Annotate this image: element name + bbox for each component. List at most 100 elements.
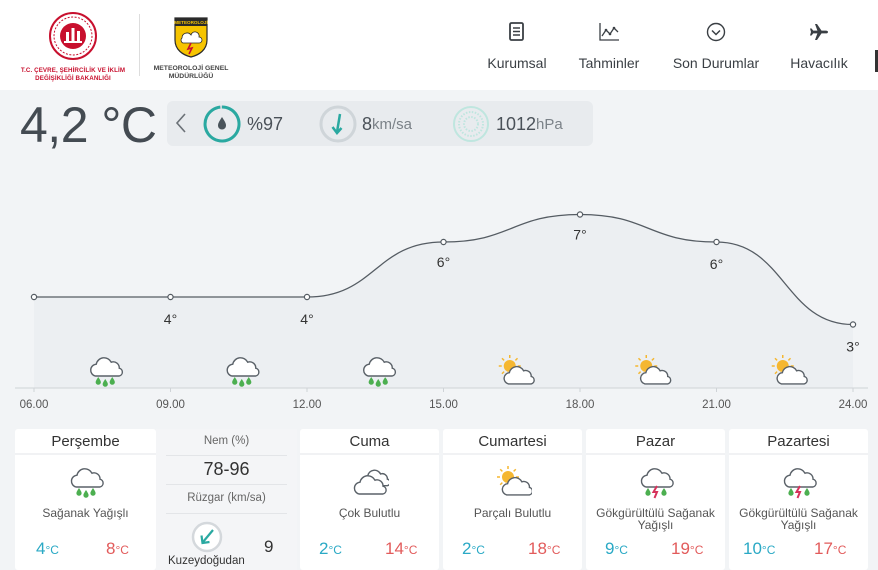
rain-cloud-icon xyxy=(226,357,260,387)
weather-description: Gökgürültülü Sağanak Yağışlı xyxy=(739,506,858,532)
partly-cloudy-icon xyxy=(496,466,532,496)
document-icon xyxy=(485,20,549,44)
logo-divider xyxy=(139,14,140,76)
nav-son-durumlar[interactable]: Son Durumlar xyxy=(669,20,763,72)
nav-havacilik[interactable]: Havacılık xyxy=(788,20,850,72)
humidity-indicator: %97 xyxy=(201,105,283,143)
min-temperature: 2°C xyxy=(462,539,485,558)
min-temperature: 9°C xyxy=(605,539,628,558)
divider xyxy=(166,513,287,514)
temperature-area xyxy=(34,214,853,388)
mgm-shield-icon: METEOROLOJİ xyxy=(174,17,208,58)
x-tick-label: 12.00 xyxy=(293,399,322,411)
temperature-point xyxy=(30,293,38,301)
pressure-value: 1012 xyxy=(496,113,537,134)
temperature-data-label: 4° xyxy=(164,311,177,327)
partly-cloudy-icon xyxy=(635,355,672,385)
chevron-left-icon[interactable] xyxy=(174,112,188,134)
wind-direction-icon xyxy=(319,105,357,143)
temperature-data-label: 6° xyxy=(710,256,723,272)
rain-cloud-icon xyxy=(363,357,396,387)
hourly-chart-svg: 06.00 09.00 4° 12.00 4° 15.00 6° 18.00 7° 21.00 6°… xyxy=(15,211,868,411)
chevron-circle-icon xyxy=(669,20,763,44)
mgm-logo-text: METEOROLOJİ GENEL MÜDÜRLÜĞÜ xyxy=(153,65,229,80)
x-tick-label: 09.00 xyxy=(156,399,185,411)
ministry-seal-icon xyxy=(49,12,97,60)
pressure-unit: hPa xyxy=(536,115,563,133)
nav-son-durumlar-label: Son Durumlar xyxy=(672,55,760,71)
forecast-day-card[interactable]: Cumartesi Parçalı Bulutlu 2°C 18°C xyxy=(443,429,582,570)
day-name: Pazartesi xyxy=(729,431,868,455)
mgm-shield-banner: METEOROLOJİ xyxy=(174,19,207,25)
temperature-data-label: 3° xyxy=(846,339,859,355)
partly-cloudy-icon xyxy=(498,355,535,385)
wind-speed: 9 xyxy=(264,537,274,556)
thunder-rain-icon xyxy=(783,468,817,499)
forecast-today-card[interactable]: Perşembe Sağanak Yağışlı 4°C 8°C xyxy=(15,429,156,570)
nav-overflow-edge xyxy=(875,50,878,72)
ministry-logo[interactable]: T.C. ÇEVRE, ŞEHİRCİLİK VE İKLİM DEĞİŞİKL… xyxy=(12,8,134,88)
weather-description: Çok Bulutlu xyxy=(338,506,401,520)
chart-line-icon xyxy=(575,20,643,44)
nav-havacilik-label: Havacılık xyxy=(790,55,848,71)
day-name: Perşembe xyxy=(15,431,156,455)
day-name: Cumartesi xyxy=(443,431,582,455)
nav-kurumsal[interactable]: Kurumsal xyxy=(485,20,549,72)
weather-description: Sağanak Yağışlı xyxy=(42,506,129,520)
partly-cloudy-icon xyxy=(771,355,808,385)
wind-value: 8 xyxy=(362,113,373,134)
mgm-logo[interactable]: METEOROLOJİ METEOROLOJİ GENEL MÜDÜRLÜĞÜ xyxy=(148,14,234,86)
today-details-panel: Nem (%) 78-96 Rüzgar (km/sa) Kuzeydoğuda… xyxy=(156,429,297,570)
rain-cloud-icon xyxy=(70,468,104,498)
forecast-day-card[interactable]: Cuma Çok Bulutlu 2°C 14°C xyxy=(300,429,439,570)
pressure-indicator: 1012 hPa xyxy=(450,105,563,143)
humidity-drop-icon xyxy=(203,105,241,143)
temperature-point xyxy=(303,293,311,301)
temperature-point xyxy=(576,211,584,218)
wind-direction: Kuzeydoğudan xyxy=(168,555,245,567)
max-temperature: 19°C xyxy=(671,539,704,558)
x-tick-label: 21.00 xyxy=(702,399,731,411)
humidity-range: 78-96 xyxy=(203,459,250,479)
day-name: Pazar xyxy=(586,431,725,455)
cloudy-icon xyxy=(353,469,389,495)
divider xyxy=(166,484,287,485)
current-temperature: 4,2 °C xyxy=(20,97,157,153)
weather-description: Gökgürültülü Sağanak Yağışlı xyxy=(596,506,715,532)
hourly-forecast-chart: 06.00 09.00 4° 12.00 4° 15.00 6° 18.00 7° 21.00 6°… xyxy=(0,150,878,420)
site-header: T.C. ÇEVRE, ŞEHİRCİLİK VE İKLİM DEĞİŞİKL… xyxy=(0,0,878,90)
max-temperature: 8°C xyxy=(106,539,129,558)
humidity-value: %97 xyxy=(247,113,284,134)
min-temperature: 10°C xyxy=(743,539,776,558)
x-tick-label: 18.00 xyxy=(566,399,595,411)
temperature-data-label: 7° xyxy=(573,227,586,243)
nav-tahminler[interactable]: Tahminler xyxy=(575,20,643,72)
max-temperature: 17°C xyxy=(814,539,847,558)
wind-label: Rüzgar (km/sa) xyxy=(187,492,266,504)
rain-cloud-icon xyxy=(90,357,123,387)
day-name: Cuma xyxy=(300,431,439,455)
temperature-point xyxy=(713,238,720,246)
ministry-logo-text: T.C. ÇEVRE, ŞEHİRCİLİK VE İKLİM DEĞİŞİKL… xyxy=(20,67,126,82)
temperature-point xyxy=(849,321,857,328)
temperature-point xyxy=(440,238,447,246)
thunder-rain-icon xyxy=(640,468,674,499)
nav-kurumsal-label: Kurumsal xyxy=(487,55,547,71)
humidity-label: Nem (%) xyxy=(203,435,250,447)
max-temperature: 14°C xyxy=(385,539,418,558)
x-tick-label: 24.00 xyxy=(839,399,868,411)
min-temperature: 2°C xyxy=(319,539,342,558)
wind-indicator: 8 km/sa xyxy=(318,105,412,143)
wind-unit: km/sa xyxy=(372,115,413,133)
divider xyxy=(166,455,287,456)
forecast-day-card[interactable]: Pazar Gökgürültülü Sağanak Yağışlı 9°C 1… xyxy=(586,429,725,570)
temperature-data-label: 4° xyxy=(300,311,313,327)
airplane-icon xyxy=(788,20,850,44)
wind-direction-icon xyxy=(191,521,223,553)
pressure-gauge-icon xyxy=(453,106,489,142)
temperature-data-label: 6° xyxy=(437,254,450,270)
x-tick-label: 15.00 xyxy=(429,399,458,411)
weather-description: Parçalı Bulutlu xyxy=(473,506,552,520)
forecast-day-card[interactable]: Pazartesi Gökgürültülü Sağanak Yağışlı 1… xyxy=(729,429,868,570)
x-tick-label: 06.00 xyxy=(20,399,49,411)
